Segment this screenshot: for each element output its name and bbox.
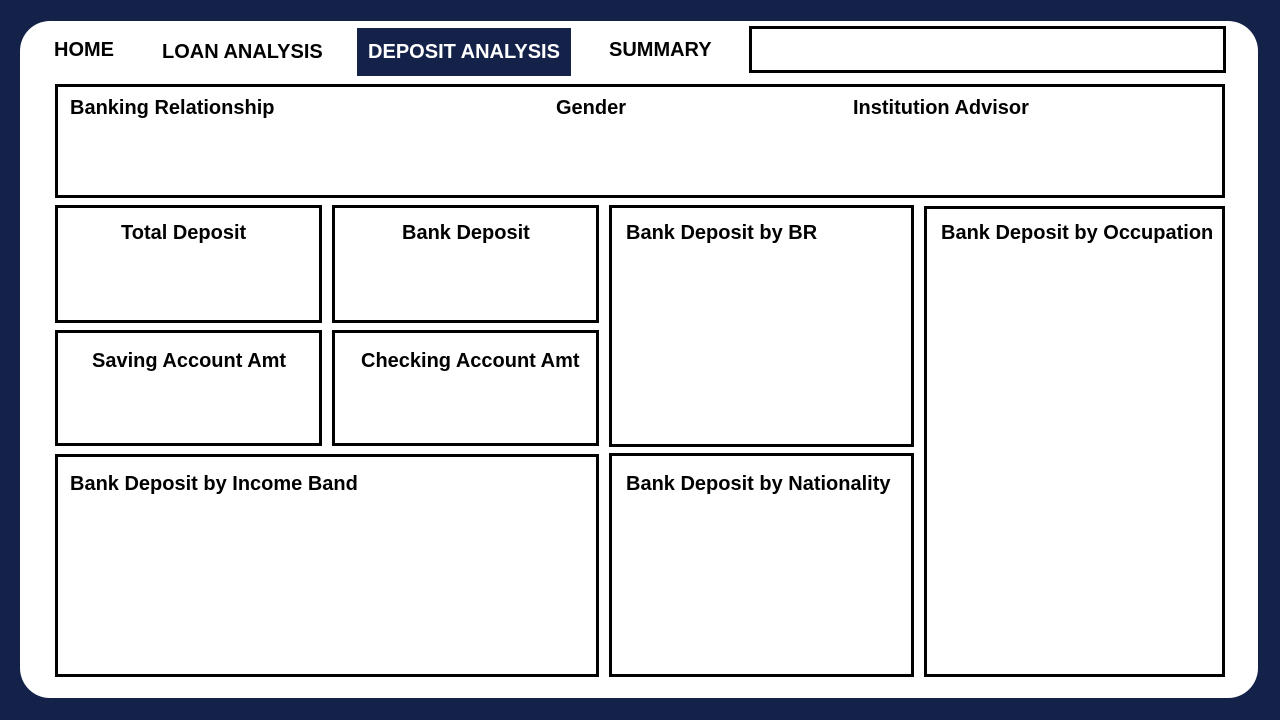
saving-account-amt-card: Saving Account Amt xyxy=(55,330,322,446)
bank-deposit-by-occupation-chart: Bank Deposit by Occupation xyxy=(924,206,1225,677)
bank-deposit-by-br-title: Bank Deposit by BR xyxy=(626,222,818,244)
bank-deposit-by-nationality-title: Bank Deposit by Nationality xyxy=(626,473,891,495)
total-deposit-label: Total Deposit xyxy=(121,222,247,244)
filter-panel: Banking Relationship Gender Institution … xyxy=(55,84,1225,198)
filter-banking-relationship[interactable]: Banking Relationship xyxy=(70,97,275,119)
bank-deposit-by-income-band-chart: Bank Deposit by Income Band xyxy=(55,454,599,677)
bank-deposit-card: Bank Deposit xyxy=(332,205,599,323)
filter-institution-advisor[interactable]: Institution Advisor xyxy=(853,97,1029,119)
saving-account-amt-label: Saving Account Amt xyxy=(92,350,287,372)
search-input[interactable] xyxy=(749,26,1226,73)
nav-home-button[interactable]: HOME xyxy=(54,39,114,61)
total-deposit-card: Total Deposit xyxy=(55,205,322,323)
nav-loan-analysis-button[interactable]: LOAN ANALYSIS xyxy=(162,41,323,63)
bank-deposit-by-income-band-title: Bank Deposit by Income Band xyxy=(70,473,358,495)
checking-account-amt-label: Checking Account Amt xyxy=(361,350,580,372)
bank-deposit-by-occupation-title: Bank Deposit by Occupation xyxy=(941,222,1214,244)
bank-deposit-by-nationality-chart: Bank Deposit by Nationality xyxy=(609,453,914,677)
nav-summary-button[interactable]: SUMMARY xyxy=(609,39,712,61)
bank-deposit-label: Bank Deposit xyxy=(402,222,530,244)
filter-gender[interactable]: Gender xyxy=(556,97,627,119)
bank-deposit-by-br-chart: Bank Deposit by BR xyxy=(609,205,914,447)
checking-account-amt-card: Checking Account Amt xyxy=(332,330,599,446)
nav-deposit-analysis-button[interactable]: DEPOSIT ANALYSIS xyxy=(357,28,571,76)
